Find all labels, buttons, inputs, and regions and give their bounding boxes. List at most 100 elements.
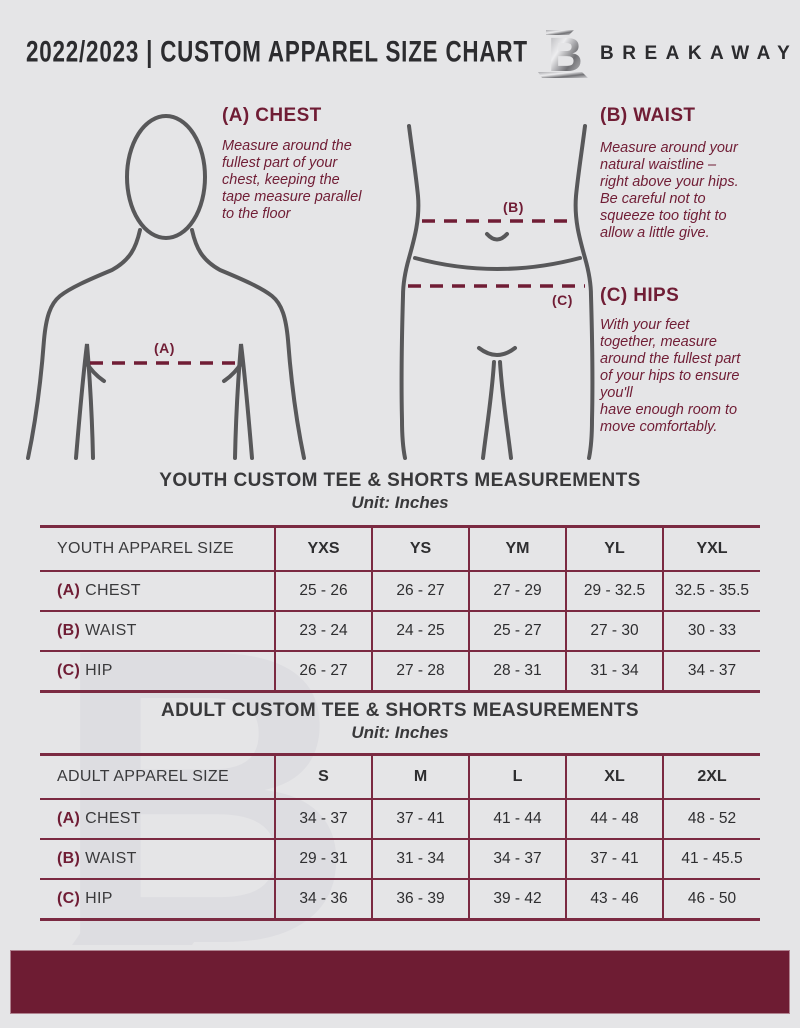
figure-inner-left-leg: [481, 360, 496, 460]
page-title: 2022/2023 | CUSTOM APPAREL SIZE CHART: [26, 35, 528, 68]
watermark-base-bar: [72, 928, 204, 945]
brand-name: BREAKAWAY: [600, 43, 799, 64]
row-label-text: CHEST: [85, 582, 141, 599]
chest-instructions: Measure around the fullest part of your …: [222, 138, 362, 222]
adult-size-xl: XL: [565, 753, 663, 800]
figure-head: [125, 114, 207, 240]
size-cell: 29 - 31: [274, 839, 372, 880]
row-label: (C) HIP: [40, 651, 275, 693]
size-cell: 48 - 52: [662, 799, 760, 840]
size-cell: 31 - 34: [565, 651, 663, 693]
row-label: (B) WAIST: [40, 611, 275, 652]
hips-heading: (C) HIPS: [600, 285, 680, 306]
size-cell: 44 - 48: [565, 799, 663, 840]
youth-hip-row: (C) HIP 26 - 27 27 - 28 28 - 31 31 - 34 3…: [40, 651, 760, 693]
figure-right-armpit: [233, 343, 254, 460]
size-cell: 34 - 37: [468, 839, 566, 880]
youth-size-yl: YL: [565, 525, 663, 572]
chest-heading: (A) CHEST: [222, 105, 322, 126]
row-marker: (B): [57, 850, 81, 867]
figure-right-shoulder-arm: [190, 228, 306, 460]
adult-size-table: ADULT APPAREL SIZE S M L XL 2XL (A) CHEST…: [40, 753, 760, 921]
youth-chest-row: (A) CHEST 25 - 26 26 - 27 27 - 29 29 - 32…: [40, 571, 760, 612]
breakaway-logo-icon: B: [538, 29, 588, 82]
youth-size-ys: YS: [371, 525, 469, 572]
figure-hip-crease: [413, 256, 582, 271]
row-marker: (C): [57, 890, 81, 907]
waist-heading: (B) WAIST: [600, 105, 696, 126]
size-cell: 34 - 37: [274, 799, 372, 840]
figure-left-armpit-notch: [84, 360, 106, 383]
row-label: (A) CHEST: [40, 799, 275, 840]
adult-size-column-header: ADULT APPAREL SIZE: [40, 753, 275, 800]
size-cell: 32.5 - 35.5: [662, 571, 760, 612]
youth-waist-row: (B) WAIST 23 - 24 24 - 25 25 - 27 27 - 30…: [40, 611, 760, 652]
size-cell: 39 - 42: [468, 879, 566, 921]
waist-line-label: (B): [503, 199, 524, 215]
figure-left-armpit: [74, 343, 95, 460]
size-cell: 31 - 34: [371, 839, 469, 880]
youth-section-title: YOUTH CUSTOM TEE & SHORTS MEASUREMENTS: [159, 470, 641, 491]
row-label: (C) HIP: [40, 879, 275, 921]
size-cell: 37 - 41: [371, 799, 469, 840]
size-cell: 24 - 25: [371, 611, 469, 652]
size-cell: 34 - 36: [274, 879, 372, 921]
size-cell: 30 - 33: [662, 611, 760, 652]
size-cell: 36 - 39: [371, 879, 469, 921]
adult-size-m: M: [371, 753, 469, 800]
size-cell: 27 - 28: [371, 651, 469, 693]
row-label-text: WAIST: [85, 622, 137, 639]
size-cell: 23 - 24: [274, 611, 372, 652]
chest-line-label: (A): [154, 340, 175, 356]
size-cell: 27 - 29: [468, 571, 566, 612]
size-cell: 29 - 32.5: [565, 571, 663, 612]
row-marker: (A): [57, 810, 81, 827]
row-label-text: WAIST: [85, 850, 137, 867]
size-cell: 37 - 41: [565, 839, 663, 880]
adult-section-unit: Unit: Inches: [351, 723, 449, 742]
figure-right-armpit-notch: [222, 360, 244, 383]
logo-letter: B: [548, 29, 583, 82]
row-label-text: CHEST: [85, 810, 141, 827]
size-cell: 25 - 27: [468, 611, 566, 652]
figure-navel: [485, 232, 509, 242]
logo-base-swoosh: [538, 72, 588, 78]
figure-right-hip-leg: [573, 124, 595, 460]
size-cell: 26 - 27: [274, 651, 372, 693]
size-cell: 26 - 27: [371, 571, 469, 612]
youth-section-unit: Unit: Inches: [351, 493, 449, 512]
row-marker: (A): [57, 582, 81, 599]
figure-inner-right-leg: [498, 360, 513, 460]
hip-line-label: (C): [552, 292, 573, 308]
size-cell: 41 - 45.5: [662, 839, 760, 880]
adult-section-title: ADULT CUSTOM TEE & SHORTS MEASUREMENTS: [161, 700, 639, 721]
youth-size-yxl: YXL: [662, 525, 760, 572]
adult-size-l: L: [468, 753, 566, 800]
adult-header-row: ADULT APPAREL SIZE S M L XL 2XL: [40, 753, 760, 800]
footer-bar: [10, 950, 790, 1014]
youth-size-yxs: YXS: [274, 525, 372, 572]
size-cell: 41 - 44: [468, 799, 566, 840]
adult-size-s: S: [274, 753, 372, 800]
adult-waist-row: (B) WAIST 29 - 31 31 - 34 34 - 37 37 - 41…: [40, 839, 760, 880]
size-cell: 28 - 31: [468, 651, 566, 693]
lower-body-figure: [399, 124, 595, 460]
upper-body-figure: [26, 114, 306, 460]
waist-instructions: Measure around your natural waistline – …: [600, 140, 739, 241]
youth-size-column-header: YOUTH APPAREL SIZE: [40, 525, 275, 572]
size-cell: 25 - 26: [274, 571, 372, 612]
row-label-text: HIP: [85, 662, 113, 679]
size-cell: 46 - 50: [662, 879, 760, 921]
adult-chest-row: (A) CHEST 34 - 37 37 - 41 41 - 44 44 - 48…: [40, 799, 760, 840]
youth-size-table: YOUTH APPAREL SIZE YXS YS YM YL YXL (A) C…: [40, 525, 760, 693]
hips-instructions: With your feet together, measure around …: [600, 317, 741, 435]
row-label: (A) CHEST: [40, 571, 275, 612]
logo-top-swoosh: [546, 30, 574, 35]
figure-left-shoulder-arm: [26, 228, 142, 460]
youth-header-row: YOUTH APPAREL SIZE YXS YS YM YL YXL: [40, 525, 760, 572]
size-cell: 43 - 46: [565, 879, 663, 921]
size-cell: 34 - 37: [662, 651, 760, 693]
size-cell: 27 - 30: [565, 611, 663, 652]
youth-size-ym: YM: [468, 525, 566, 572]
